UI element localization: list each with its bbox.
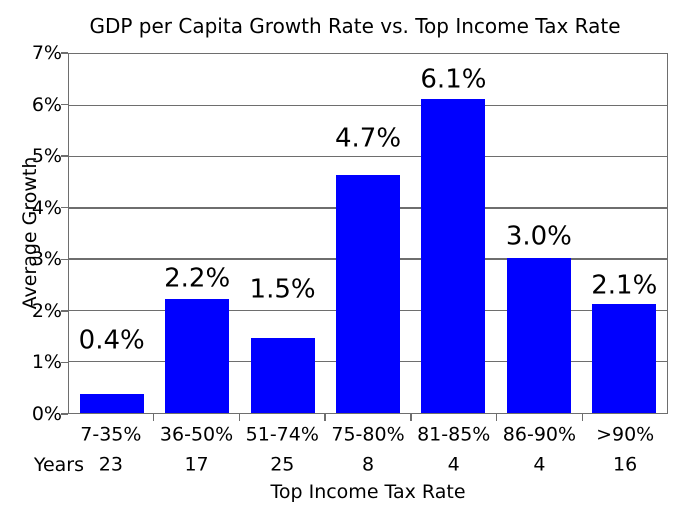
year-value: 17	[184, 453, 209, 476]
x-tick-mark	[153, 414, 155, 421]
bar-value-label: 0.4%	[78, 325, 145, 356]
plot-area: 0.4% 2.2% 1.5% 4.7% 6.1% 3.0% 2.1%	[68, 53, 668, 414]
x-axis-label: Top Income Tax Rate	[270, 481, 466, 503]
y-tick-label: 4%	[31, 196, 62, 219]
years-row-label: Years	[33, 454, 84, 476]
bar	[79, 394, 144, 413]
chart-title: GDP per Capita Growth Rate vs. Top Incom…	[89, 14, 621, 38]
x-tick-mark	[581, 414, 583, 421]
y-tick-mark	[61, 103, 68, 106]
x-tick-mark	[238, 414, 241, 421]
bar	[506, 258, 571, 413]
year-value: 8	[361, 453, 375, 476]
year-value: 4	[447, 453, 460, 476]
y-tick-mark	[61, 155, 68, 157]
y-tick-label: 5%	[31, 145, 62, 168]
x-tick-mark	[410, 414, 412, 421]
y-tick-mark	[61, 361, 68, 364]
y-tick-label: 3%	[31, 248, 62, 271]
year-value: 4	[533, 453, 546, 476]
x-tick-label: 81-85%	[417, 423, 491, 446]
y-tick-mark	[61, 207, 68, 209]
x-tick-label: 75-80%	[331, 423, 405, 446]
year-value: 16	[613, 453, 638, 476]
y-tick-label: 0%	[31, 403, 62, 425]
x-tick-label: >90%	[596, 423, 655, 446]
year-value: 23	[98, 453, 123, 476]
x-tick-label: 36-50%	[159, 423, 234, 446]
y-tick-label: 6%	[31, 93, 62, 116]
bar	[421, 98, 486, 413]
bar-value-label: 2.2%	[164, 263, 231, 294]
bar	[250, 337, 315, 413]
bar-value-label: 1.5%	[249, 275, 316, 306]
x-tick-mark	[495, 414, 498, 421]
y-axis-label: Average Growth	[19, 156, 41, 310]
y-tick-mark	[61, 258, 68, 260]
bar-value-label: 6.1%	[420, 64, 487, 95]
x-tick-label: 86-90%	[502, 423, 577, 446]
bar-value-label: 2.1%	[591, 270, 658, 301]
bar	[336, 174, 400, 413]
bar-value-label: 3.0%	[505, 221, 572, 252]
y-tick-mark	[61, 52, 68, 54]
bar	[592, 303, 657, 413]
gridline	[69, 155, 667, 158]
gridline	[69, 104, 667, 106]
x-tick-label: 51-74%	[245, 423, 319, 446]
y-tick-label: 2%	[31, 299, 62, 322]
y-tick-mark	[61, 413, 68, 415]
year-value: 25	[270, 453, 295, 476]
x-tick-mark	[324, 414, 326, 421]
y-tick-label: 1%	[31, 351, 62, 374]
x-tick-label: 7-35%	[80, 423, 142, 446]
y-tick-label: 7%	[31, 42, 62, 64]
y-tick-mark	[61, 310, 68, 312]
bar	[165, 298, 230, 413]
bar-value-label: 4.7%	[334, 123, 402, 154]
